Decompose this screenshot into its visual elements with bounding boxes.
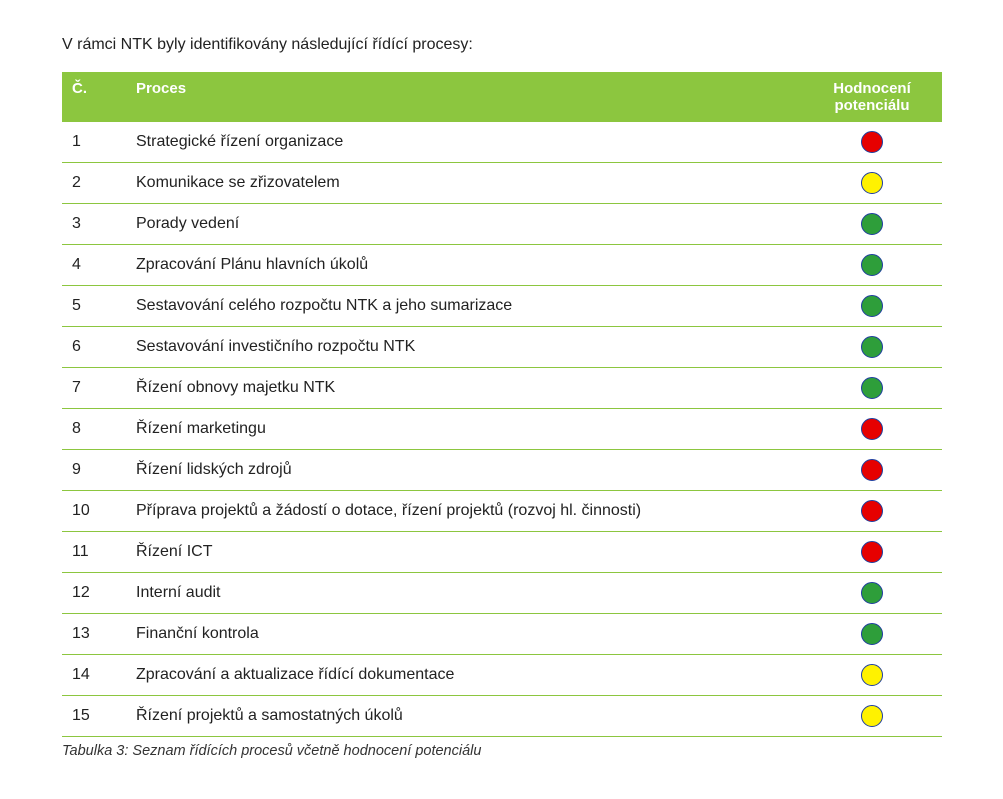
table-caption: Tabulka 3: Seznam řídících procesů včetn… bbox=[62, 743, 941, 759]
table-row: 9Řízení lidských zdrojů bbox=[62, 450, 942, 491]
row-number: 1 bbox=[62, 122, 126, 163]
row-number: 5 bbox=[62, 286, 126, 327]
header-col-rating: Hodnocení potenciálu bbox=[802, 72, 942, 122]
row-rating-cell bbox=[802, 204, 942, 245]
row-process: Řízení ICT bbox=[126, 532, 802, 573]
row-number: 9 bbox=[62, 450, 126, 491]
row-number: 2 bbox=[62, 163, 126, 204]
row-rating-cell bbox=[802, 696, 942, 737]
row-process: Finanční kontrola bbox=[126, 614, 802, 655]
rating-dot-green bbox=[861, 254, 883, 276]
table-body: 1Strategické řízení organizace2Komunikac… bbox=[62, 122, 942, 737]
rating-dot-green bbox=[861, 295, 883, 317]
row-rating-cell bbox=[802, 327, 942, 368]
rating-dot-yellow bbox=[861, 172, 883, 194]
row-process: Zpracování Plánu hlavních úkolů bbox=[126, 245, 802, 286]
row-number: 6 bbox=[62, 327, 126, 368]
row-rating-cell bbox=[802, 368, 942, 409]
row-process: Komunikace se zřizovatelem bbox=[126, 163, 802, 204]
row-process: Porady vedení bbox=[126, 204, 802, 245]
row-number: 13 bbox=[62, 614, 126, 655]
row-process: Řízení lidských zdrojů bbox=[126, 450, 802, 491]
process-table: Č. Proces Hodnocení potenciálu 1Strategi… bbox=[62, 72, 942, 737]
intro-text: V rámci NTK byly identifikovány následuj… bbox=[62, 36, 941, 54]
row-rating-cell bbox=[802, 163, 942, 204]
rating-dot-red bbox=[861, 541, 883, 563]
table-row: 1Strategické řízení organizace bbox=[62, 122, 942, 163]
row-process: Řízení obnovy majetku NTK bbox=[126, 368, 802, 409]
row-process: Zpracování a aktualizace řídící dokument… bbox=[126, 655, 802, 696]
table-row: 6Sestavování investičního rozpočtu NTK bbox=[62, 327, 942, 368]
row-number: 8 bbox=[62, 409, 126, 450]
rating-dot-green bbox=[861, 336, 883, 358]
row-process: Sestavování investičního rozpočtu NTK bbox=[126, 327, 802, 368]
row-number: 11 bbox=[62, 532, 126, 573]
row-process: Řízení marketingu bbox=[126, 409, 802, 450]
row-rating-cell bbox=[802, 573, 942, 614]
table-row: 15Řízení projektů a samostatných úkolů bbox=[62, 696, 942, 737]
row-process: Sestavování celého rozpočtu NTK a jeho s… bbox=[126, 286, 802, 327]
rating-dot-green bbox=[861, 582, 883, 604]
row-number: 3 bbox=[62, 204, 126, 245]
table-row: 2Komunikace se zřizovatelem bbox=[62, 163, 942, 204]
table-row: 10Příprava projektů a žádostí o dotace, … bbox=[62, 491, 942, 532]
table-row: 13Finanční kontrola bbox=[62, 614, 942, 655]
row-rating-cell bbox=[802, 122, 942, 163]
header-col-process: Proces bbox=[126, 72, 802, 122]
row-rating-cell bbox=[802, 286, 942, 327]
row-rating-cell bbox=[802, 491, 942, 532]
document-page: V rámci NTK byly identifikovány následuj… bbox=[0, 0, 1003, 799]
rating-dot-yellow bbox=[861, 664, 883, 686]
row-number: 10 bbox=[62, 491, 126, 532]
header-col-number: Č. bbox=[62, 72, 126, 122]
rating-dot-yellow bbox=[861, 705, 883, 727]
row-process: Strategické řízení organizace bbox=[126, 122, 802, 163]
row-number: 12 bbox=[62, 573, 126, 614]
rating-dot-green bbox=[861, 623, 883, 645]
row-process: Řízení projektů a samostatných úkolů bbox=[126, 696, 802, 737]
rating-dot-green bbox=[861, 377, 883, 399]
row-number: 4 bbox=[62, 245, 126, 286]
row-rating-cell bbox=[802, 614, 942, 655]
row-process: Příprava projektů a žádostí o dotace, ří… bbox=[126, 491, 802, 532]
table-row: 5Sestavování celého rozpočtu NTK a jeho … bbox=[62, 286, 942, 327]
row-number: 15 bbox=[62, 696, 126, 737]
row-process: Interní audit bbox=[126, 573, 802, 614]
table-row: 11Řízení ICT bbox=[62, 532, 942, 573]
rating-dot-green bbox=[861, 213, 883, 235]
rating-dot-red bbox=[861, 131, 883, 153]
row-rating-cell bbox=[802, 409, 942, 450]
rating-dot-red bbox=[861, 418, 883, 440]
rating-dot-red bbox=[861, 459, 883, 481]
row-number: 7 bbox=[62, 368, 126, 409]
table-header: Č. Proces Hodnocení potenciálu bbox=[62, 72, 942, 122]
table-row: 12Interní audit bbox=[62, 573, 942, 614]
table-row: 8Řízení marketingu bbox=[62, 409, 942, 450]
rating-dot-red bbox=[861, 500, 883, 522]
table-row: 7Řízení obnovy majetku NTK bbox=[62, 368, 942, 409]
table-row: 3Porady vedení bbox=[62, 204, 942, 245]
row-rating-cell bbox=[802, 450, 942, 491]
row-rating-cell bbox=[802, 532, 942, 573]
row-number: 14 bbox=[62, 655, 126, 696]
table-row: 14Zpracování a aktualizace řídící dokume… bbox=[62, 655, 942, 696]
row-rating-cell bbox=[802, 655, 942, 696]
table-row: 4Zpracování Plánu hlavních úkolů bbox=[62, 245, 942, 286]
row-rating-cell bbox=[802, 245, 942, 286]
